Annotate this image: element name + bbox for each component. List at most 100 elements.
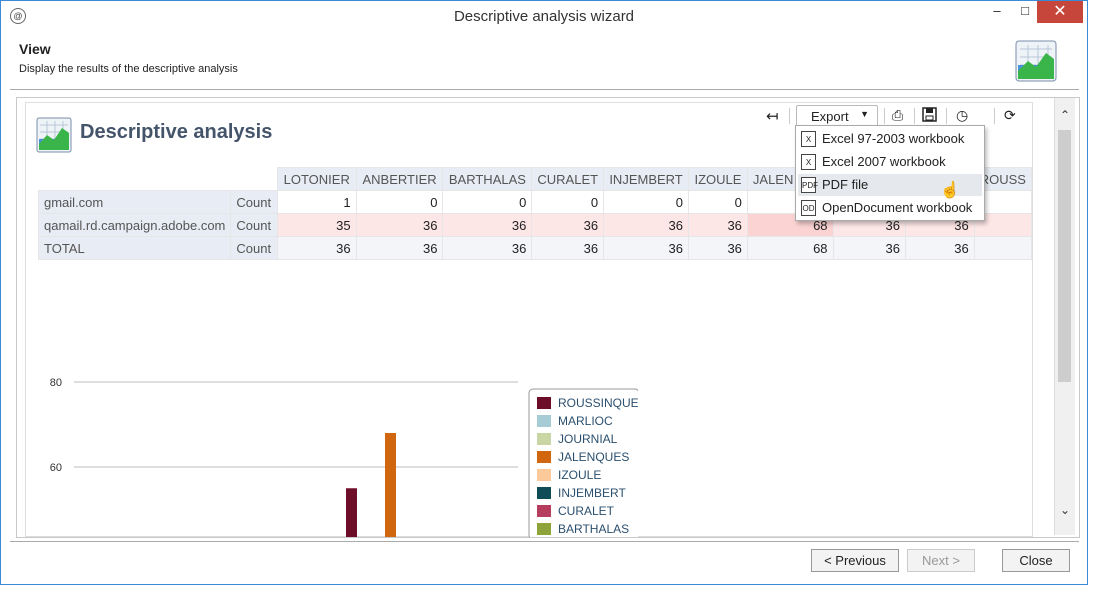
- legend-swatch: [537, 415, 551, 427]
- previous-button[interactable]: < Previous: [811, 549, 899, 572]
- legend-swatch: [537, 397, 551, 409]
- maximize-button[interactable]: □: [1021, 3, 1029, 18]
- chart-legend: [528, 388, 638, 537]
- table-cell: 36: [904, 236, 975, 260]
- page-description: Display the results of the descriptive a…: [19, 63, 238, 75]
- legend-label: IZOULE: [558, 468, 601, 482]
- table-row-total: TOTAL Count 36 36 36 36 36 36 68 36 36: [37, 236, 1033, 260]
- pdf-icon: PDF: [801, 177, 818, 193]
- wizard-header: View Display the results of the descript…: [10, 32, 1079, 89]
- scrollbar-thumb[interactable]: [1058, 130, 1071, 382]
- scroll-down-arrow-icon[interactable]: ⌄: [1059, 503, 1071, 517]
- column-header[interactable]: BARTHALAS: [442, 167, 533, 191]
- legend-swatch: [537, 433, 551, 445]
- table-cell: 36: [603, 236, 689, 260]
- column-header[interactable]: IZOULE: [688, 167, 748, 191]
- legend-swatch: [537, 505, 551, 517]
- bar-jalenques[interactable]: [385, 433, 396, 537]
- outer-scroll-up-icon[interactable]: ⌃: [1078, 108, 1079, 125]
- outer-scroll-down-icon[interactable]: ⌄: [1078, 500, 1079, 517]
- wizard-window: @ Descriptive analysis wizard ‒ □ ✕ View…: [0, 0, 1088, 585]
- opendocument-icon: OD: [801, 200, 816, 216]
- row-measure: Count: [230, 213, 278, 237]
- toolbar-divider: [914, 108, 915, 124]
- table-cell: 36: [832, 236, 906, 260]
- close-button[interactable]: Close: [1002, 549, 1070, 572]
- legend-label: CURALET: [558, 504, 615, 518]
- vertical-scrollbar[interactable]: ⌃ ⌄: [1054, 98, 1075, 535]
- toolbar-divider: [946, 108, 947, 124]
- legend-swatch: [537, 469, 551, 481]
- row-label: qamail.rd.campaign.adobe.com: [37, 213, 232, 237]
- table-cell: 0: [603, 190, 689, 214]
- report-title: Descriptive analysis: [80, 121, 273, 143]
- table-cell: 36: [688, 213, 748, 237]
- table-cell: 36: [276, 236, 357, 260]
- table-cell: 0: [531, 190, 605, 214]
- minimize-button[interactable]: ‒: [993, 3, 1001, 18]
- column-header[interactable]: CURALET: [531, 167, 605, 191]
- next-button[interactable]: Next >: [907, 549, 975, 572]
- print-icon[interactable]: ⎙: [892, 107, 904, 123]
- save-icon[interactable]: [922, 107, 937, 122]
- outer-scrollbar[interactable]: ⌃ ⌄: [1074, 98, 1079, 535]
- footer-divider: [10, 541, 1079, 542]
- export-label: Export: [811, 109, 849, 124]
- refresh-icon[interactable]: ⟳: [1004, 107, 1016, 123]
- toolbar-divider: [884, 108, 885, 124]
- table-cell: 0: [442, 190, 533, 214]
- table-cell: 36: [603, 213, 689, 237]
- table-cell: 36: [688, 236, 748, 260]
- analysis-chart-icon: [1015, 40, 1057, 82]
- legend-label: JALENQUES: [558, 450, 629, 464]
- table-cell: 36: [442, 236, 533, 260]
- back-arrow-icon[interactable]: ↤: [766, 108, 779, 125]
- column-header[interactable]: ANBERTIER: [355, 167, 444, 191]
- legend-swatch: [537, 451, 551, 463]
- export-menu: X Excel 97-2003 workbook X Excel 2007 wo…: [795, 125, 985, 221]
- bar-chart: 406080ROUSSINQUEMARLIOCJOURNIALJALENQUES…: [50, 377, 638, 537]
- table-cell: 36: [442, 213, 533, 237]
- title-bar: @ Descriptive analysis wizard ‒ □ ✕: [1, 1, 1087, 31]
- legend-label: ROUSSINQUE: [558, 396, 638, 410]
- row-measure: Count: [230, 236, 278, 260]
- legend-label: MARLIOC: [558, 414, 613, 428]
- table-cell: 35: [276, 213, 357, 237]
- toolbar-divider: [789, 108, 790, 124]
- excel-icon: X: [801, 154, 816, 170]
- export-menu-item-excel-2007[interactable]: X Excel 2007 workbook: [798, 151, 982, 173]
- toolbar-divider: [994, 108, 995, 124]
- row-measure: Count: [230, 190, 278, 214]
- table-cell: 36: [355, 213, 444, 237]
- y-tick-label: 80: [50, 377, 62, 389]
- report-chart-icon: [36, 117, 72, 153]
- table-cell: [973, 236, 1033, 260]
- export-menu-item-excel-97[interactable]: X Excel 97-2003 workbook: [798, 128, 982, 150]
- legend-label: JOURNIAL: [558, 432, 618, 446]
- bar-roussinque[interactable]: [346, 488, 357, 537]
- column-header[interactable]: LOTONIER: [276, 167, 357, 191]
- table-cell: 68: [746, 236, 834, 260]
- legend-label: BARTHALAS: [558, 522, 629, 536]
- y-tick-label: 60: [50, 462, 62, 474]
- table-cell: 0: [688, 190, 748, 214]
- table-row: gmail.com Count 1 0 0 0 0 0: [37, 190, 1033, 214]
- table-cell: 1: [276, 190, 357, 214]
- table-cell: 36: [531, 213, 605, 237]
- window-title: Descriptive analysis wizard: [453, 8, 635, 25]
- export-menu-item-opendocument[interactable]: OD OpenDocument workbook: [801, 200, 973, 216]
- legend-label: INJEMBERT: [558, 486, 626, 500]
- export-menu-item-pdf[interactable]: PDF PDF file ☝: [798, 174, 982, 199]
- export-dropdown-button[interactable]: Export ▼: [796, 105, 878, 127]
- app-icon: @: [10, 8, 26, 24]
- close-window-button[interactable]: ✕: [1037, 1, 1083, 23]
- header-divider: [10, 89, 1079, 90]
- hand-cursor-icon: ☝: [940, 182, 960, 199]
- legend-swatch: [537, 523, 551, 535]
- table-cell: 36: [355, 236, 444, 260]
- column-header[interactable]: INJEMBERT: [603, 167, 689, 191]
- row-label: gmail.com: [37, 190, 232, 214]
- results-table: LOTONIER ANBERTIER BARTHALAS CURALET INJ…: [37, 167, 1033, 260]
- row-label: TOTAL: [37, 236, 232, 260]
- scroll-up-arrow-icon[interactable]: ⌃: [1059, 108, 1071, 122]
